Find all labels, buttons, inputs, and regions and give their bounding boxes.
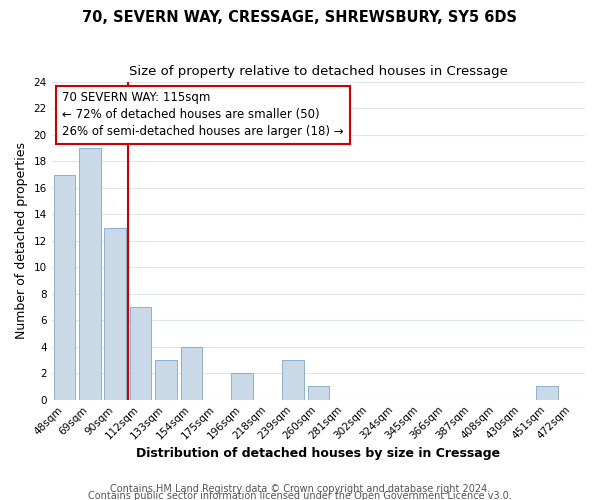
Bar — [53, 174, 75, 400]
X-axis label: Distribution of detached houses by size in Cressage: Distribution of detached houses by size … — [136, 447, 500, 460]
Bar — [282, 360, 304, 400]
Text: 70 SEVERN WAY: 115sqm
← 72% of detached houses are smaller (50)
26% of semi-deta: 70 SEVERN WAY: 115sqm ← 72% of detached … — [62, 92, 344, 138]
Text: 70, SEVERN WAY, CRESSAGE, SHREWSBURY, SY5 6DS: 70, SEVERN WAY, CRESSAGE, SHREWSBURY, SY… — [83, 10, 517, 25]
Bar — [104, 228, 126, 400]
Y-axis label: Number of detached properties: Number of detached properties — [15, 142, 28, 340]
Bar — [130, 307, 151, 400]
Bar — [232, 373, 253, 400]
Title: Size of property relative to detached houses in Cressage: Size of property relative to detached ho… — [129, 65, 508, 78]
Text: Contains public sector information licensed under the Open Government Licence v3: Contains public sector information licen… — [88, 491, 512, 500]
Bar — [79, 148, 101, 400]
Bar — [181, 347, 202, 400]
Bar — [155, 360, 177, 400]
Bar — [536, 386, 557, 400]
Bar — [308, 386, 329, 400]
Text: Contains HM Land Registry data © Crown copyright and database right 2024.: Contains HM Land Registry data © Crown c… — [110, 484, 490, 494]
